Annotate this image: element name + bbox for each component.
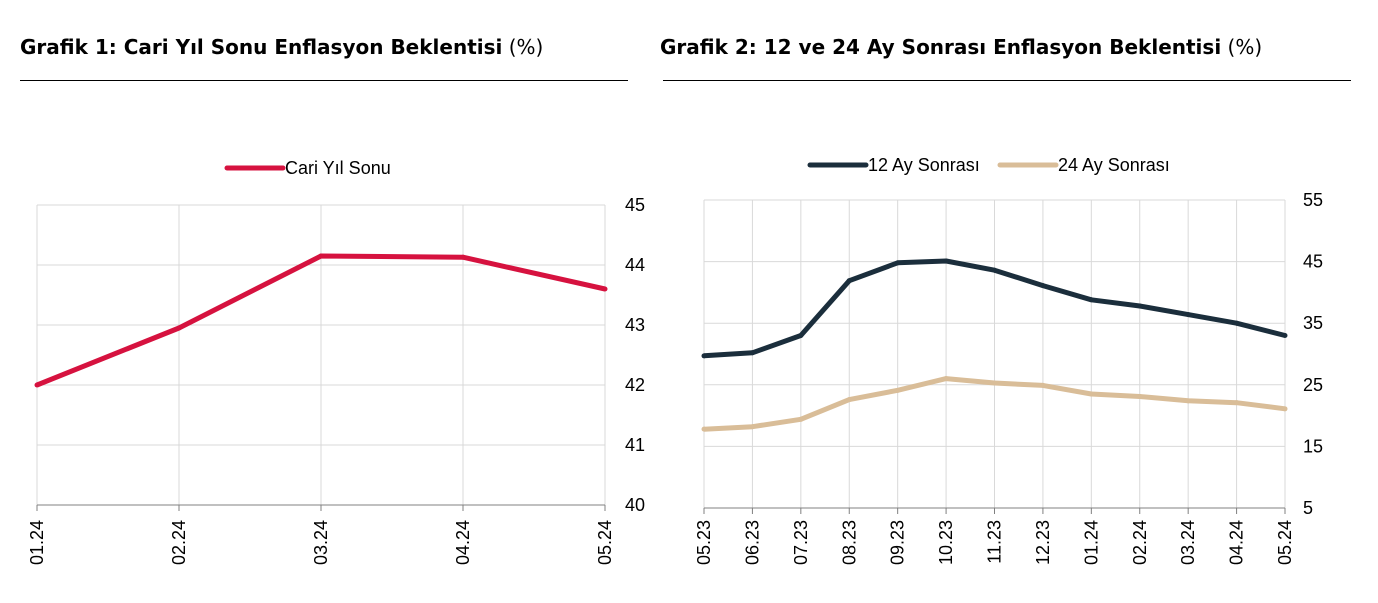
chart-panel-2: Grafik 2: 12 ve 24 Ay Sonrası Enflasyon …: [640, 0, 1378, 603]
chart-2-plot: 5 15 25 35 45 55 05.23 06.23 07.23 08.23 09.23 10.2…: [694, 155, 1323, 565]
data-point: [1088, 297, 1094, 303]
data-point: [1040, 283, 1046, 289]
data-point: [1185, 312, 1191, 318]
y-tick-label: 40: [625, 495, 645, 515]
x-tick-label: 06.23: [742, 520, 762, 565]
legend-label-1: Cari Yıl Sonu: [285, 158, 391, 178]
data-point: [1040, 382, 1046, 388]
y-tick-label: 25: [1303, 375, 1323, 395]
chart-1-title-main: Grafik 1: Cari Yıl Sonu Enflasyon Beklen…: [20, 35, 503, 59]
x-tick-label: 04.24: [453, 520, 473, 565]
chart-panel-1: Grafik 1: Cari Yıl Sonu Enflasyon Beklen…: [0, 0, 645, 603]
y-tick-label: 5: [1303, 498, 1313, 518]
data-point: [460, 254, 466, 260]
legend-label-1: 12 Ay Sonrası: [868, 155, 980, 175]
x-tick-label: 01.24: [1081, 520, 1101, 565]
data-point: [318, 253, 324, 259]
data-point: [992, 267, 997, 273]
legend-label-2: 24 Ay Sonrası: [1058, 155, 1170, 175]
data-point: [943, 376, 949, 382]
y-tick-label: 42: [625, 375, 645, 395]
y-tick-label: 43: [625, 315, 645, 335]
x-tick-label: 12.23: [1033, 520, 1053, 565]
y-tick-label: 44: [625, 255, 645, 275]
x-tick-label: 05.23: [694, 520, 714, 565]
chart-2-title-main: Grafik 2: 12 ve 24 Ay Sonrası Enflasyon …: [660, 35, 1222, 59]
x-tick-label: 03.24: [311, 520, 331, 565]
data-point: [1282, 406, 1288, 412]
data-point: [34, 382, 40, 388]
chart-1-plot: 40 41 42 43 44 45 01.24 02.24 03.24 04.24 05.24 Car…: [27, 158, 645, 565]
data-point: [749, 424, 755, 430]
data-point: [798, 416, 804, 422]
data-point: [1282, 333, 1288, 339]
x-tick-label: 03.24: [1178, 520, 1198, 565]
chart-1-title: Grafik 1: Cari Yıl Sonu Enflasyon Beklen…: [20, 35, 543, 59]
data-point: [895, 260, 901, 266]
data-point: [176, 325, 182, 331]
data-point: [798, 333, 804, 339]
x-tick-label: 05.24: [595, 520, 615, 565]
data-point: [602, 286, 608, 292]
y-tick-label: 41: [625, 435, 645, 455]
y-tick-label: 45: [1303, 252, 1323, 272]
y-tick-label: 55: [1303, 190, 1323, 210]
x-tick-label: 10.23: [936, 520, 956, 565]
chart-2-title-unit: (%): [1227, 35, 1263, 59]
x-tick-label: 01.24: [27, 520, 47, 565]
data-point: [846, 397, 852, 403]
y-tick-label: 15: [1303, 436, 1323, 456]
x-tick-label: 09.23: [888, 520, 908, 565]
data-point: [1234, 400, 1240, 406]
data-point: [943, 258, 949, 264]
data-point: [1185, 398, 1191, 404]
data-point: [701, 353, 707, 359]
chart-1-title-rule: [20, 80, 628, 81]
data-point: [1137, 394, 1143, 400]
x-tick-label: 02.24: [1130, 520, 1150, 565]
x-tick-label: 02.24: [169, 520, 189, 565]
data-point: [1234, 320, 1240, 326]
data-point: [895, 387, 901, 393]
chart-2-title: Grafik 2: 12 ve 24 Ay Sonrası Enflasyon …: [660, 35, 1262, 59]
data-point: [701, 426, 707, 432]
x-tick-label: 07.23: [791, 520, 811, 565]
y-tick-label: 35: [1303, 313, 1323, 333]
data-point: [1088, 391, 1094, 397]
x-tick-label: 08.23: [839, 520, 859, 565]
x-tick-label: 05.24: [1275, 520, 1295, 565]
x-tick-label: 11.23: [985, 520, 1005, 564]
data-point: [1137, 303, 1143, 309]
data-point: [992, 380, 997, 386]
y-tick-label: 45: [625, 195, 645, 215]
x-tick-label: 04.24: [1227, 520, 1247, 565]
chart-1-title-unit: (%): [508, 35, 544, 59]
data-point: [846, 278, 852, 284]
data-point: [749, 350, 755, 356]
chart-2-title-rule: [663, 80, 1351, 81]
